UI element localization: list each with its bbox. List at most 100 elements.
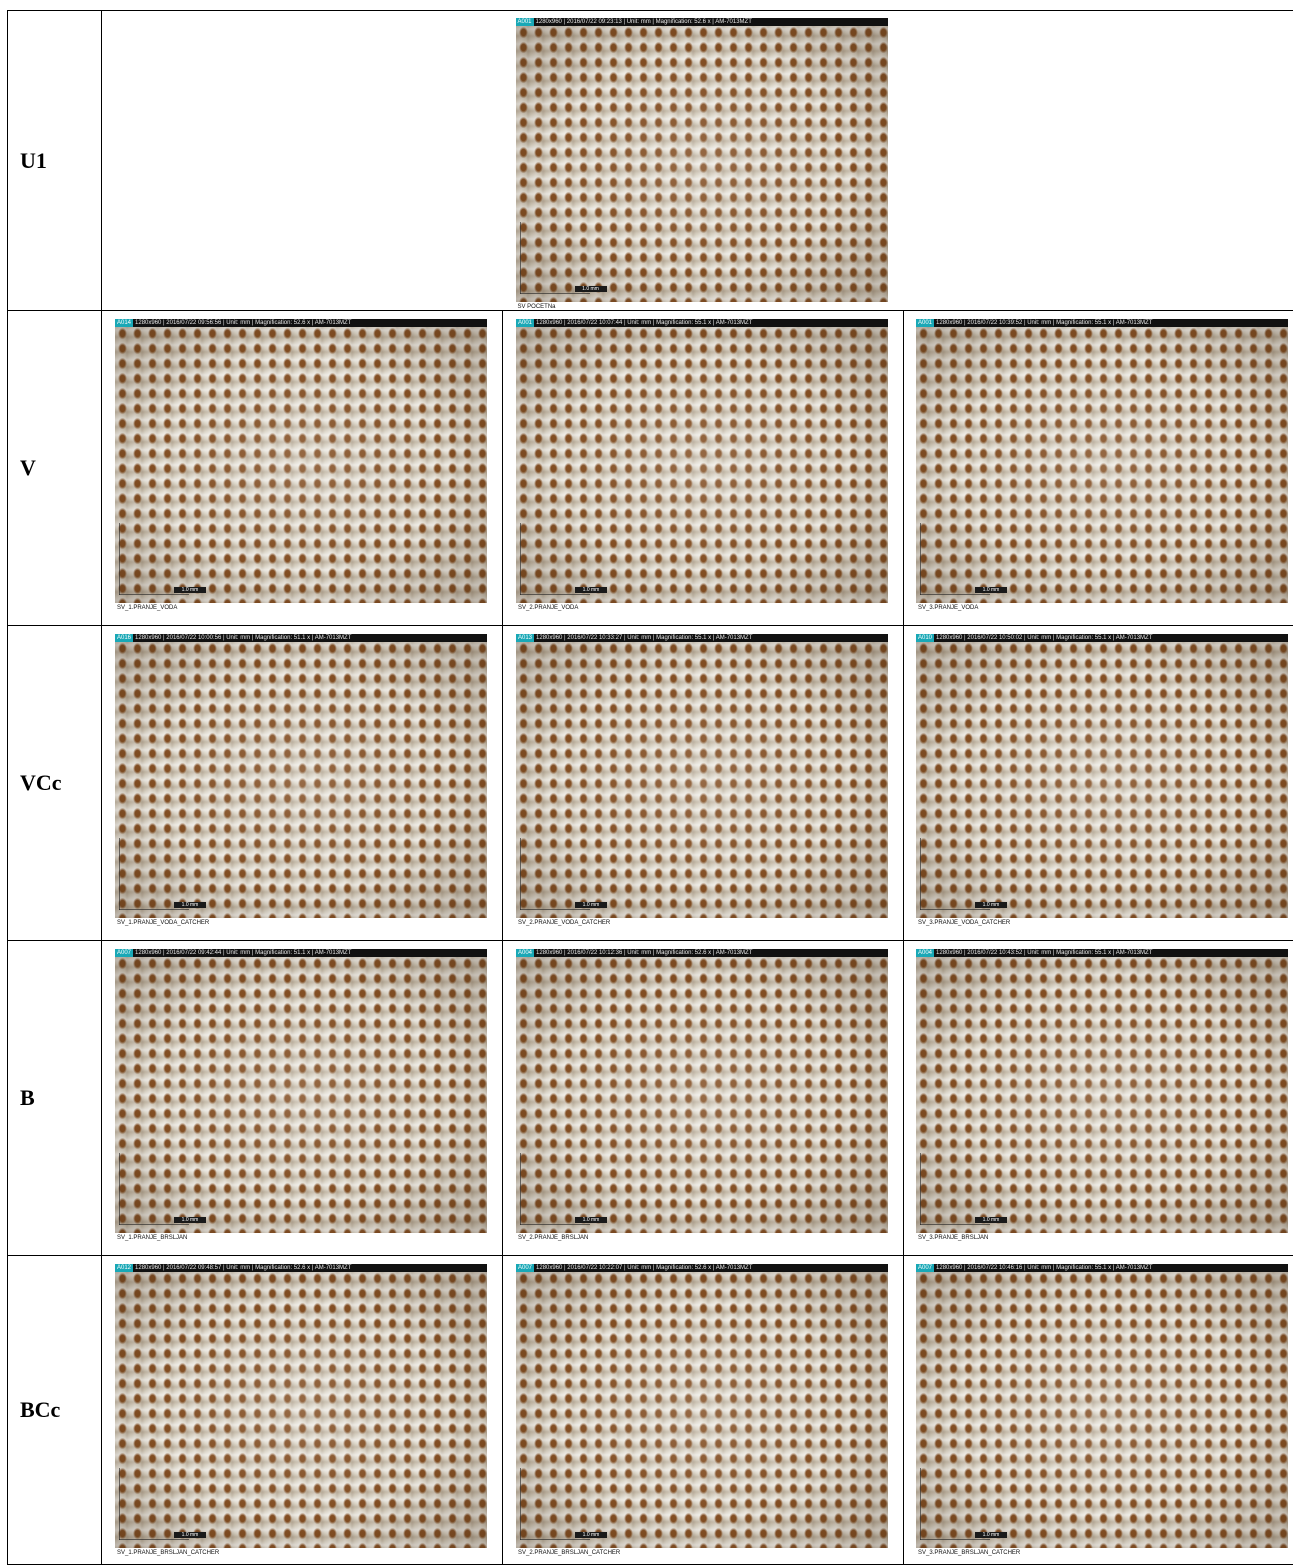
micrograph: A007 1280x960 | 2016/07/22 09:42:44 | Uni… [115,949,487,1242]
image-info: 1280x960 | 2016/07/22 10:22:07 | Unit: m… [536,1265,753,1271]
fabric-image: A010 1280x960 | 2016/07/22 10:50:02 | Uni… [916,634,1288,918]
image-cell: A001 1280x960 | 2016/07/22 09:23:13 | Uni… [502,10,904,311]
image-info-bar: A012 1280x960 | 2016/07/22 09:48:57 | Uni… [115,1264,487,1272]
image-info-bar: A007 1280x960 | 2016/07/22 10:22:07 | Uni… [516,1264,888,1272]
table-row: VCc A016 1280x960 | 2016/07/22 10:00:56 |… [7,625,1293,941]
image-caption: SV_3.PRANJE_VODA [918,605,979,611]
image-id: A001 [515,18,534,26]
image-info: 1280x960 | 2016/07/22 10:43:52 | Unit: m… [936,950,1153,956]
micrograph: A010 1280x960 | 2016/07/22 10:50:02 | Uni… [916,634,1288,927]
image-caption: SV_3.PRANJE_BRSLJAN [918,1235,989,1241]
image-id: A004 [516,949,535,957]
image-info-bar: A010 1280x960 | 2016/07/22 10:50:02 | Uni… [916,634,1288,642]
micrograph: A001 1280x960 | 2016/07/22 10:39:52 | Uni… [916,319,1288,612]
image-id: A013 [516,634,535,642]
micrograph-table: U1 A001 1280x960 | 2016/07/22 09:23:13 | … [7,10,1293,1565]
micrograph: A004 1280x960 | 2016/07/22 10:12:36 | Uni… [516,949,888,1242]
image-caption: SV_1.PRANJE_VODA_CATCHER [117,920,210,926]
image-cell: A007 1280x960 | 2016/07/22 10:22:07 | Uni… [502,1255,904,1565]
row-label-cell: BCc [7,1255,102,1565]
image-info-bar: A013 1280x960 | 2016/07/22 10:33:27 | Uni… [516,634,888,642]
scale-bar: 1.0 mm [174,1217,206,1223]
image-info: 1280x960 | 2016/07/22 10:00:56 | Unit: m… [135,635,352,641]
row-label-cell: B [7,940,102,1256]
image-cell: A016 1280x960 | 2016/07/22 10:00:56 | Uni… [101,625,503,941]
row-label: B [20,1085,35,1110]
image-info: 1280x960 | 2016/07/22 09:42:44 | Unit: m… [135,950,352,956]
row-label-cell: V [7,310,102,626]
image-info: 1280x960 | 2016/07/22 10:12:36 | Unit: m… [536,950,753,956]
image-info: 1280x960 | 2016/07/22 10:33:27 | Unit: m… [536,635,753,641]
fabric-image: A007 1280x960 | 2016/07/22 09:42:44 | Uni… [115,949,487,1233]
image-info-bar: A004 1280x960 | 2016/07/22 10:12:36 | Uni… [516,949,888,957]
fabric-image: A012 1280x960 | 2016/07/22 09:48:57 | Uni… [115,1264,487,1548]
fabric-image: A001 1280x960 | 2016/07/22 09:23:13 | Uni… [515,18,888,302]
image-caption: SV_3.PRANJE_BRSLJAN_CATCHER [918,1550,1021,1556]
image-caption: SV_1.PRANJE_VODA [117,605,178,611]
image-caption: SV POCETNa [517,304,556,310]
scale-bar: 1.0 mm [575,587,607,593]
micrograph: A013 1280x960 | 2016/07/22 10:33:27 | Uni… [516,634,888,927]
fabric-image: A001 1280x960 | 2016/07/22 10:07:44 | Uni… [516,319,888,603]
table-row: V A014 1280x960 | 2016/07/22 09:56:56 | U… [7,310,1293,626]
image-info: 1280x960 | 2016/07/22 10:50:02 | Unit: m… [936,635,1153,641]
fabric-texture [515,25,888,302]
image-id: A007 [916,1264,935,1272]
image-id: A007 [516,1264,535,1272]
image-caption: SV_2.PRANJE_BRSLJAN [518,1235,589,1241]
micrograph: A001 1280x960 | 2016/07/22 10:07:44 | Uni… [516,319,888,612]
image-cell: A007 1280x960 | 2016/07/22 10:46:16 | Uni… [903,1255,1293,1565]
image-info: 1280x960 | 2016/07/22 10:46:16 | Unit: m… [936,1265,1153,1271]
image-cell: A012 1280x960 | 2016/07/22 09:48:57 | Uni… [101,1255,503,1565]
image-info: 1280x960 | 2016/07/22 09:56:56 | Unit: m… [135,320,352,326]
empty-cell [903,10,1293,311]
scale-bar: 1.0 mm [575,1217,607,1223]
image-info-bar: A001 1280x960 | 2016/07/22 10:39:52 | Uni… [916,319,1288,327]
image-cell: A004 1280x960 | 2016/07/22 10:12:36 | Uni… [502,940,904,1256]
image-id: A007 [115,949,134,957]
image-cell: A007 1280x960 | 2016/07/22 09:42:44 | Uni… [101,940,503,1256]
fabric-texture [115,956,487,1233]
image-id: A001 [916,319,935,327]
table-row: B A007 1280x960 | 2016/07/22 09:42:44 | U… [7,940,1293,1256]
image-caption: SV_2.PRANJE_VODA_CATCHER [518,920,611,926]
fabric-texture [516,956,888,1233]
image-info-bar: A007 1280x960 | 2016/07/22 10:46:16 | Uni… [916,1264,1288,1272]
image-caption: SV_3.PRANJE_VODA_CATCHER [918,920,1011,926]
empty-cell [101,10,503,311]
image-id: A010 [916,634,935,642]
fabric-texture [916,326,1288,603]
table-row: U1 A001 1280x960 | 2016/07/22 09:23:13 | … [7,10,1293,311]
scale-bar: 1.0 mm [174,902,206,908]
micrograph: A007 1280x960 | 2016/07/22 10:22:07 | Uni… [516,1264,888,1557]
fabric-texture [516,641,888,918]
scale-bar: 1.0 mm [575,902,607,908]
fabric-texture [115,641,487,918]
image-id: A014 [115,319,134,327]
row-label: VCc [20,770,62,795]
image-id: A001 [516,319,535,327]
row-label-cell: U1 [7,10,102,311]
image-cell: A001 1280x960 | 2016/07/22 10:39:52 | Uni… [903,310,1293,626]
row-label: BCc [20,1397,61,1422]
image-caption: SV_1.PRANJE_BRSLJAN [117,1235,188,1241]
micrograph: A012 1280x960 | 2016/07/22 09:48:57 | Uni… [115,1264,487,1557]
image-info-bar: A014 1280x960 | 2016/07/22 09:56:56 | Uni… [115,319,487,327]
fabric-texture [516,326,888,603]
row-label-cell: VCc [7,625,102,941]
fabric-texture [916,641,1288,918]
image-info-bar: A001 1280x960 | 2016/07/22 09:23:13 | Uni… [515,18,888,26]
micrograph: A014 1280x960 | 2016/07/22 09:56:56 | Uni… [115,319,487,612]
image-caption: SV_1.PRANJE_BRSLJAN_CATCHER [117,1550,220,1556]
fabric-texture [916,1271,1288,1548]
fabric-texture [115,1271,487,1548]
fabric-image: A016 1280x960 | 2016/07/22 10:00:56 | Uni… [115,634,487,918]
micrograph: A016 1280x960 | 2016/07/22 10:00:56 | Uni… [115,634,487,927]
row-label: U1 [20,147,47,173]
row-label: V [20,455,36,480]
image-caption: SV_2.PRANJE_BRSLJAN_CATCHER [518,1550,621,1556]
image-id: A012 [115,1264,134,1272]
fabric-image: A014 1280x960 | 2016/07/22 09:56:56 | Uni… [115,319,487,603]
image-info-bar: A016 1280x960 | 2016/07/22 10:00:56 | Uni… [115,634,487,642]
micrograph: A001 1280x960 | 2016/07/22 09:23:13 | Uni… [515,18,888,311]
